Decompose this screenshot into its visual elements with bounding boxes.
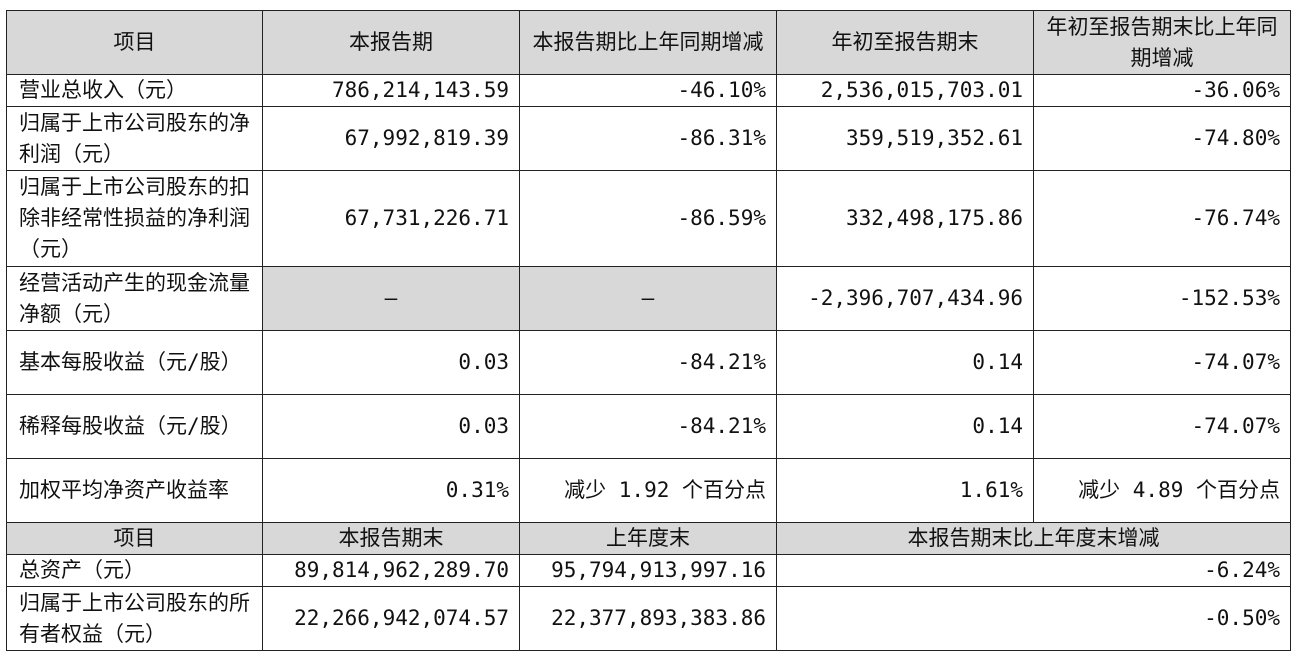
change-value: -0.50% [776,586,1291,651]
current-change: 减少 1.92 个百分点 [519,458,777,523]
current-value: 67,992,819.39 [262,106,520,171]
header2-prior-year-end: 上年度末 [519,522,777,555]
ytd-value: 0.14 [776,394,1034,459]
period-end-value: 89,814,962,289.70 [262,554,520,587]
current-change: -86.31% [519,106,777,171]
table-row: 基本每股收益（元/股） 0.03 -84.21% 0.14 -74.07% [6,330,1291,395]
header-ytd: 年初至报告期末 [776,10,1034,75]
current-value: — [262,266,520,331]
ytd-change: -36.06% [1033,74,1291,107]
header2-change: 本报告期末比上年度末增减 [776,522,1291,555]
ytd-value: 1.61% [776,458,1034,523]
table-row: 加权平均净资产收益率 0.31% 减少 1.92 个百分点 1.61% 减少 4… [6,458,1291,523]
change-value: -6.24% [776,554,1291,587]
row-label: 归属于上市公司股东的净利润（元） [6,106,263,171]
current-change: — [519,266,777,331]
row-label: 营业总收入（元） [6,74,263,107]
ytd-value: 359,519,352.61 [776,106,1034,171]
row-label: 归属于上市公司股东的扣除非经常性损益的净利润（元） [6,170,263,267]
ytd-value: 2,536,015,703.01 [776,74,1034,107]
header-item: 项目 [6,10,263,75]
row-label: 基本每股收益（元/股） [6,330,263,395]
financial-table-wrapper: 项目 本报告期 本报告期比上年同期增减 年初至报告期末 年初至报告期末比上年同期… [6,10,1291,651]
ytd-change: -74.07% [1033,394,1291,459]
ytd-value: -2,396,707,434.96 [776,266,1034,331]
table-row: 归属于上市公司股东的净利润（元） 67,992,819.39 -86.31% 3… [6,106,1291,171]
current-change: -84.21% [519,394,777,459]
header-current-period-change: 本报告期比上年同期增减 [519,10,777,75]
row-label: 加权平均净资产收益率 [6,458,263,523]
ytd-change: 减少 4.89 个百分点 [1033,458,1291,523]
row-label: 归属于上市公司股东的所有者权益（元） [6,586,263,651]
table-row: 营业总收入（元） 786,214,143.59 -46.10% 2,536,01… [6,74,1291,107]
current-value: 786,214,143.59 [262,74,520,107]
table-row: 稀释每股收益（元/股） 0.03 -84.21% 0.14 -74.07% [6,394,1291,459]
current-value: 0.31% [262,458,520,523]
header-ytd-change: 年初至报告期末比上年同期增减 [1033,10,1291,75]
ytd-value: 332,498,175.86 [776,170,1034,267]
header2-period-end: 本报告期末 [262,522,520,555]
ytd-change: -74.07% [1033,330,1291,395]
current-change: -84.21% [519,330,777,395]
period-end-value: 22,266,942,074.57 [262,586,520,651]
ytd-change: -76.74% [1033,170,1291,267]
header-row-2: 项目 本报告期末 上年度末 本报告期末比上年度末增减 [6,522,1291,555]
current-value: 67,731,226.71 [262,170,520,267]
table-row: 经营活动产生的现金流量净额（元） — — -2,396,707,434.96 -… [6,266,1291,331]
ytd-change: -74.80% [1033,106,1291,171]
prior-year-end-value: 95,794,913,997.16 [519,554,777,587]
current-change: -46.10% [519,74,777,107]
current-change: -86.59% [519,170,777,267]
financial-data-table: 项目 本报告期 本报告期比上年同期增减 年初至报告期末 年初至报告期末比上年同期… [6,10,1291,651]
header-current-period: 本报告期 [262,10,520,75]
current-value: 0.03 [262,394,520,459]
row-label: 稀释每股收益（元/股） [6,394,263,459]
row-label: 经营活动产生的现金流量净额（元） [6,266,263,331]
ytd-change: -152.53% [1033,266,1291,331]
table-row: 归属于上市公司股东的扣除非经常性损益的净利润（元） 67,731,226.71 … [6,170,1291,267]
ytd-value: 0.14 [776,330,1034,395]
table-row: 归属于上市公司股东的所有者权益（元） 22,266,942,074.57 22,… [6,586,1291,651]
table-row: 总资产（元） 89,814,962,289.70 95,794,913,997.… [6,554,1291,587]
row-label: 总资产（元） [6,554,263,587]
header-row: 项目 本报告期 本报告期比上年同期增减 年初至报告期末 年初至报告期末比上年同期… [6,10,1291,75]
header2-item: 项目 [6,522,263,555]
prior-year-end-value: 22,377,893,383.86 [519,586,777,651]
current-value: 0.03 [262,330,520,395]
